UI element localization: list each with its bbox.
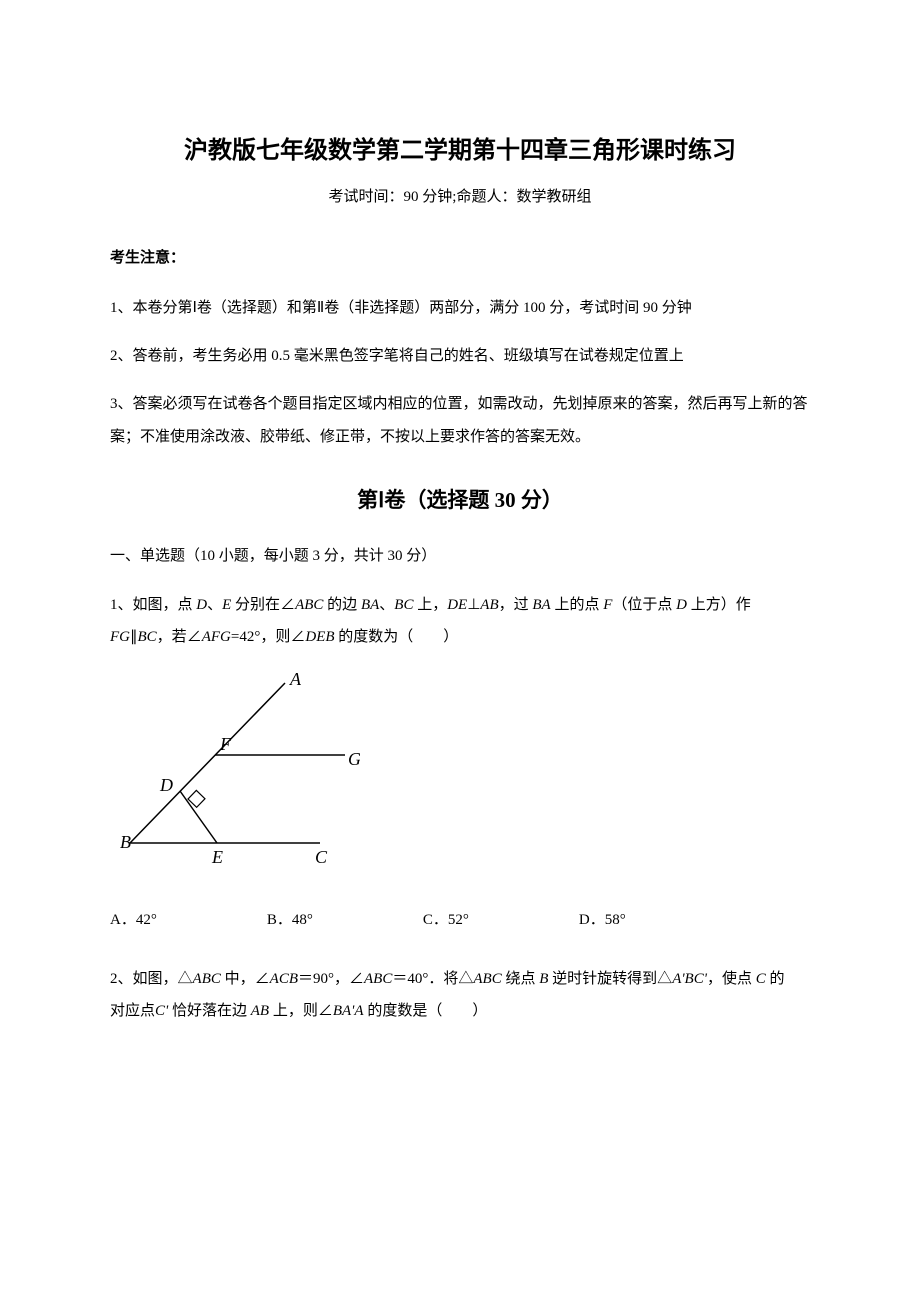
q2-text: 绕点 (502, 971, 540, 987)
q1-text: 的边 (323, 597, 361, 613)
page-title: 沪教版七年级数学第二学期第十四章三角形课时练习 (110, 130, 810, 165)
q1-text: ⊥ (467, 597, 480, 613)
q2-var: C (756, 971, 766, 987)
page-subtitle: 考试时间：90 分钟;命题人：数学教研组 (110, 185, 810, 206)
q1-text: 上的点 (551, 597, 604, 613)
q1-text: 、 (207, 597, 222, 613)
q1-angle: ∠ (187, 629, 202, 645)
q2-text: 中， (221, 971, 255, 987)
q2-var: ABC (473, 971, 501, 987)
q1-text: 的度数为（ ） (335, 629, 459, 645)
q2-var: BA'A (333, 1003, 364, 1019)
question-1-diagram: A B C D E F G (120, 673, 810, 878)
q1-text: 上方）作 (687, 597, 751, 613)
q1-text: ，若 (157, 629, 187, 645)
question-1: 1、如图，点 D、E 分别在∠ABC 的边 BA、BC 上，DE⊥AB，过 BA… (110, 590, 810, 653)
q2-text: 对应点 (110, 1003, 155, 1019)
q2-angle: ∠ (318, 1003, 333, 1019)
q1-var: BC (138, 629, 157, 645)
q1-var: DEB (305, 629, 334, 645)
q2-var: ABC (364, 971, 392, 987)
q1-var: BA (532, 597, 550, 613)
diagram-label-F: F (219, 734, 232, 754)
diagram-label-A: A (289, 673, 302, 689)
option-b: B．48° (267, 908, 313, 929)
notice-3: 3、答案必须写在试卷各个题目指定区域内相应的位置，如需改动，先划掉原来的答案，然… (110, 388, 810, 454)
q2-text: 2、如图， (110, 971, 178, 987)
q1-var: BC (394, 597, 413, 613)
q1-text: 、 (379, 597, 394, 613)
q2-text: 上，则 (269, 1003, 318, 1019)
q1-text: ∥ (130, 629, 138, 645)
notice-header: 考生注意： (110, 246, 810, 267)
diagram-label-E: E (211, 847, 223, 867)
q1-text: =42°，则 (231, 629, 290, 645)
diagram-label-D: D (159, 775, 173, 795)
q1-var: E (222, 597, 231, 613)
q1-var: DE (447, 597, 467, 613)
q2-var: ACB (270, 971, 298, 987)
q2-var: C' (155, 1003, 168, 1019)
q2-text: 恰好落在边 (168, 1003, 251, 1019)
q1-var: FG (110, 629, 130, 645)
option-d: D．58° (579, 908, 626, 929)
q1-text: 分别在 (231, 597, 280, 613)
q2-tri: △ (458, 971, 473, 987)
notice-1: 1、本卷分第Ⅰ卷（选择题）和第Ⅱ卷（非选择题）两部分，满分 100 分，考试时间… (110, 292, 810, 325)
q2-text: 的 (766, 971, 785, 987)
option-c: C．52° (423, 908, 469, 929)
q1-var: ABC (295, 597, 323, 613)
q2-text: 逆时针旋转得到 (548, 971, 657, 987)
notice-2: 2、答卷前，考生务必用 0.5 毫米黑色签字笔将自己的姓名、班级填写在试卷规定位… (110, 340, 810, 373)
q2-tri: △ (657, 971, 672, 987)
q1-text: ，过 (499, 597, 533, 613)
section-1-title: 第Ⅰ卷（选择题 30 分） (110, 484, 810, 514)
q1-var: BA (361, 597, 379, 613)
q1-text: 1、如图，点 (110, 597, 196, 613)
q2-angle: ∠ (349, 971, 364, 987)
q1-var: AFG (202, 629, 231, 645)
q2-var: A'BC' (672, 971, 707, 987)
q1-angle: ∠ (290, 629, 305, 645)
q2-text: ，使点 (707, 971, 756, 987)
q1-var: AB (480, 597, 498, 613)
diagram-label-C: C (315, 847, 328, 867)
q2-text: 的度数是（ ） (364, 1003, 488, 1019)
q2-var: ABC (193, 971, 221, 987)
diagram-label-G: G (348, 749, 360, 769)
q2-text: ＝40°．将 (392, 971, 458, 987)
q1-var: D (676, 597, 687, 613)
question-1-options: A．42° B．48° C．52° D．58° (110, 908, 810, 929)
q1-var: D (196, 597, 207, 613)
q1-text: 上， (413, 597, 447, 613)
subsection-1: 一、单选题（10 小题，每小题 3 分，共计 30 分） (110, 544, 810, 565)
diagram-label-B: B (120, 832, 131, 852)
question-2: 2、如图，△ABC 中，∠ACB＝90°，∠ABC＝40°．将△ABC 绕点 B… (110, 964, 810, 1027)
q2-text: ＝90°， (298, 971, 349, 987)
q2-angle: ∠ (255, 971, 270, 987)
q2-var: AB (251, 1003, 269, 1019)
q2-tri: △ (178, 971, 193, 987)
q1-angle: ∠ (280, 597, 295, 613)
q1-text: （位于点 (612, 597, 676, 613)
option-a: A．42° (110, 908, 157, 929)
